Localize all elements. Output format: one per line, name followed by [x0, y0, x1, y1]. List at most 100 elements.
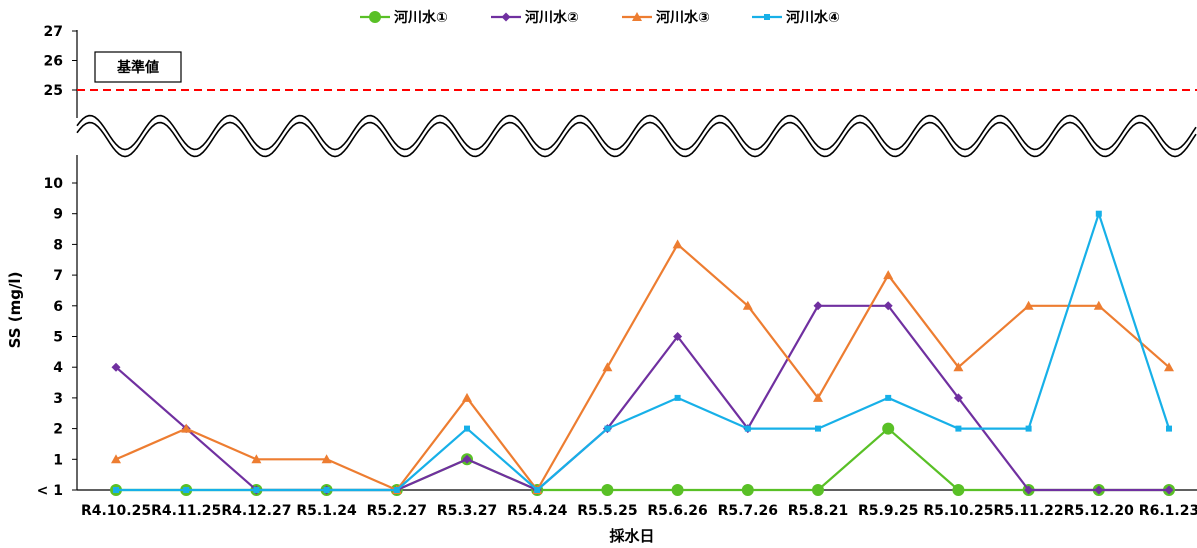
x-tick-label: R5.6.26 — [647, 503, 707, 519]
y-tick-label: < 1 — [37, 483, 63, 499]
series-line — [115, 243, 1170, 492]
data-point — [741, 484, 754, 496]
series-group — [110, 210, 1175, 496]
data-point — [953, 362, 964, 372]
reference-label-box — [94, 51, 182, 83]
data-point — [111, 362, 121, 372]
data-point — [1025, 425, 1032, 432]
data-point — [1166, 425, 1172, 432]
break-wave-line — [76, 114, 1197, 151]
data-point — [744, 425, 751, 432]
reference-line: 基準値 — [77, 51, 1197, 91]
data-point — [251, 454, 262, 464]
data-point — [885, 394, 892, 401]
data-point — [953, 393, 963, 403]
data-point — [323, 487, 330, 493]
x-tick-label: R5.2.27 — [367, 503, 427, 519]
data-point — [813, 301, 823, 311]
legend-marker — [632, 12, 642, 21]
data-point — [462, 392, 472, 402]
data-point — [1023, 300, 1034, 310]
data-point — [253, 487, 260, 493]
series-3 — [111, 239, 1174, 494]
data-point — [321, 454, 332, 464]
data-point — [602, 362, 613, 372]
y-axis: < 1 1 2 3 4 5 6 7 8 9 10 25 26 27 — [37, 24, 78, 499]
data-point — [1094, 485, 1104, 495]
break-wave-line — [76, 121, 1197, 158]
x-tick-label: R5.12.20 — [1064, 503, 1134, 519]
x-tick-label: R5.4.24 — [507, 503, 568, 519]
data-point — [673, 332, 683, 341]
data-point — [1024, 485, 1034, 495]
y-tick-label: 10 — [44, 176, 64, 192]
data-point — [952, 484, 965, 496]
legend-marker — [369, 11, 381, 23]
data-point — [1164, 485, 1174, 495]
y-tick-label: 7 — [53, 268, 63, 284]
y-tick-label: 26 — [44, 54, 63, 70]
y-axis-title: SS (mg/l) — [6, 272, 24, 349]
data-point — [1093, 300, 1104, 310]
y-tick-label: 6 — [53, 299, 63, 315]
data-point — [883, 270, 894, 280]
legend-label: 河川水① — [394, 9, 448, 26]
y-tick-label: 9 — [53, 207, 63, 223]
data-point — [813, 392, 823, 402]
legend: 河川水① 河川水② 河川水③ 河川水④ — [360, 9, 840, 26]
data-point — [113, 487, 119, 493]
data-point — [674, 394, 681, 401]
data-point — [604, 425, 611, 432]
y-tick-label: 27 — [44, 24, 63, 40]
x-tick-label: R5.7.26 — [718, 503, 778, 519]
x-tick-label: R5.3.27 — [437, 503, 497, 519]
data-point — [462, 454, 472, 464]
y-tick-label: 3 — [53, 391, 63, 407]
x-tick-label: R5.8.21 — [788, 503, 848, 519]
data-point — [882, 422, 895, 435]
series-4 — [113, 210, 1172, 493]
y-tick-label: 5 — [53, 330, 63, 346]
data-point — [883, 301, 893, 311]
legend-marker — [764, 14, 770, 20]
x-tick-label: R5.11.22 — [994, 503, 1064, 519]
x-tick-label: R4.11.25 — [151, 503, 221, 519]
x-tick-label: R4.10.25 — [81, 503, 151, 519]
series-line — [115, 304, 1169, 492]
data-point — [181, 423, 192, 433]
data-point — [464, 425, 470, 432]
x-tick-label: R4.12.27 — [221, 503, 291, 519]
y-tick-label: 2 — [53, 422, 63, 438]
y-tick-label: 25 — [44, 83, 63, 99]
data-point — [111, 454, 121, 464]
legend-marker — [501, 12, 511, 22]
series-2 — [111, 301, 1174, 495]
series-line — [116, 212, 1171, 492]
legend-label: 河川水② — [525, 9, 579, 26]
axis-break — [73, 113, 1197, 159]
x-tick-label: R5.5.25 — [577, 503, 637, 519]
y-tick-label: 8 — [53, 237, 63, 253]
break-wave-background — [73, 113, 1197, 159]
data-point — [671, 484, 684, 496]
data-point — [955, 425, 962, 432]
y-tick-label: 4 — [53, 360, 63, 376]
x-tick-label: R5.9.25 — [858, 503, 918, 519]
data-point — [672, 239, 683, 249]
data-point — [1095, 210, 1102, 217]
x-tick-label: R6.1.23 — [1139, 503, 1197, 519]
data-point — [393, 487, 400, 493]
legend-label: 河川水③ — [656, 9, 710, 26]
data-point — [1164, 362, 1174, 372]
y-tick-label: 1 — [53, 452, 63, 468]
data-point — [534, 487, 541, 493]
data-point — [812, 484, 824, 496]
x-tick-label: R5.10.25 — [923, 503, 993, 519]
data-point — [601, 484, 614, 496]
x-axis-title: 採水日 — [609, 527, 654, 545]
data-point — [815, 425, 821, 432]
legend-label: 河川水④ — [786, 9, 840, 26]
x-tick-label: R5.1.24 — [296, 503, 357, 519]
reference-label: 基準値 — [117, 59, 159, 76]
